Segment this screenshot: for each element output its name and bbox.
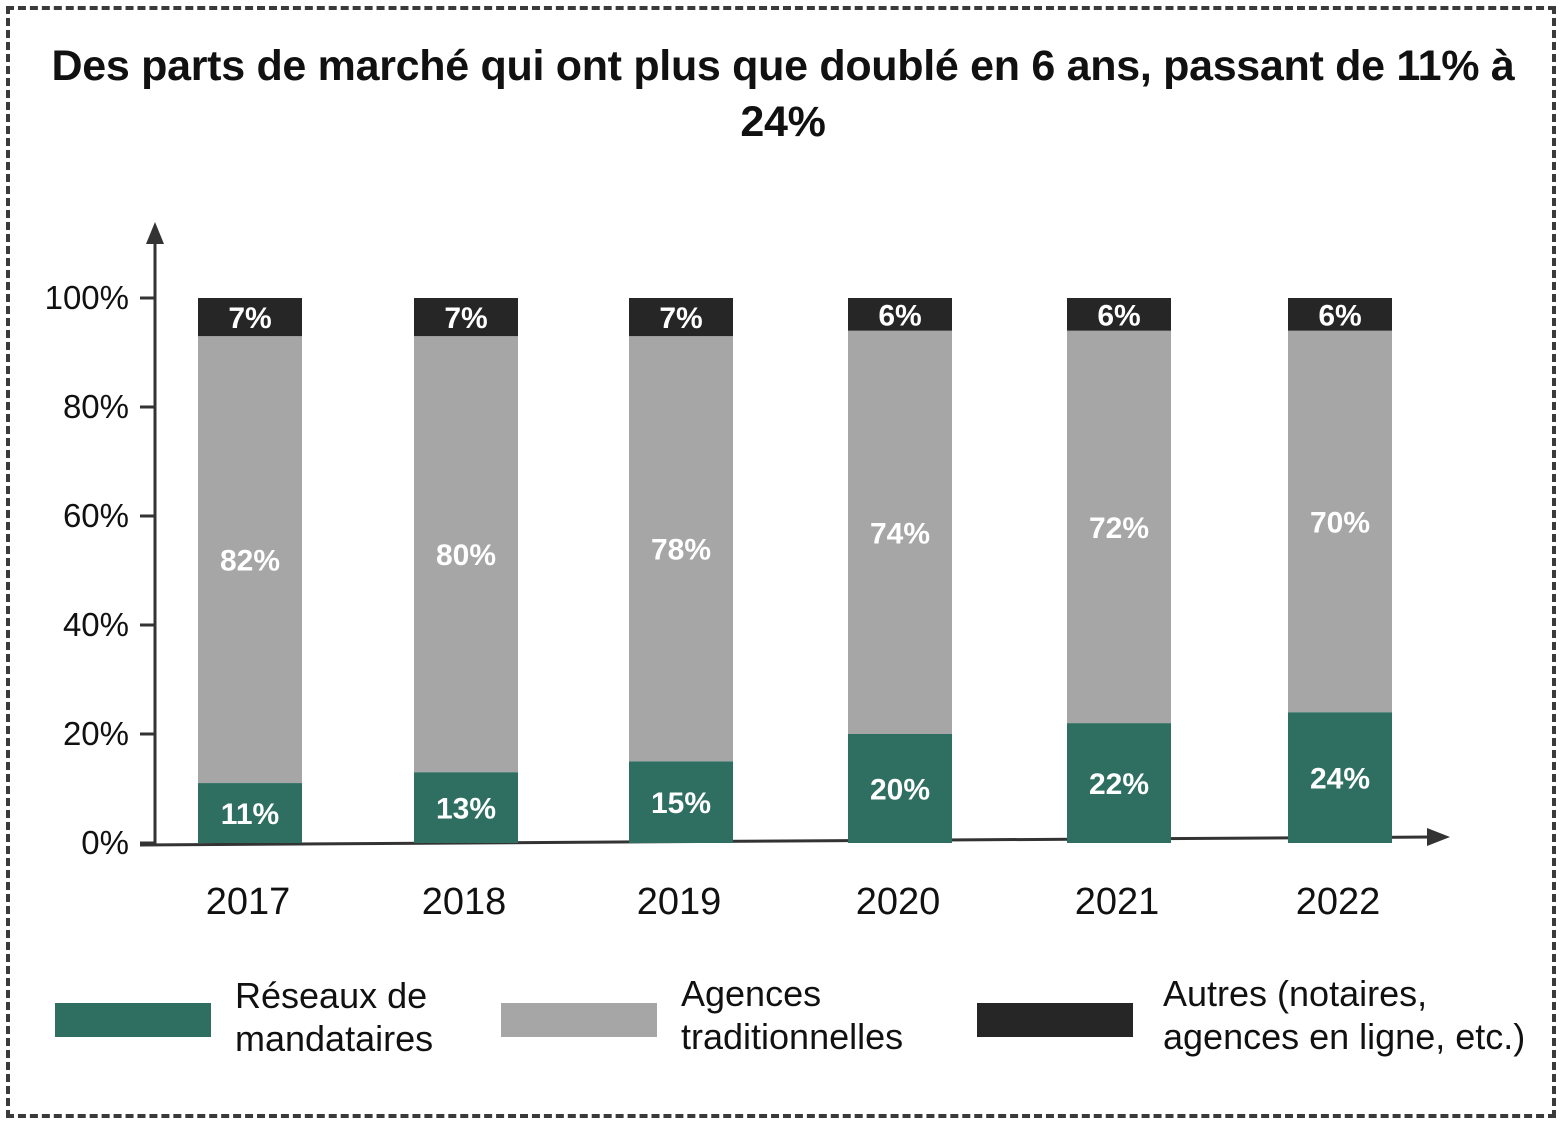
- x-tick-label: 2020: [856, 881, 941, 923]
- data-label: 7%: [444, 302, 487, 335]
- chart-frame: [6, 6, 1556, 1118]
- bars: [198, 298, 1392, 843]
- data-label: 13%: [436, 793, 496, 826]
- data-label: 20%: [870, 774, 930, 807]
- bar-segment: [629, 761, 733, 843]
- axes: 0% 20% 40% 60% 80% 100%: [45, 222, 1450, 861]
- data-label: 80%: [436, 539, 496, 572]
- data-label: 6%: [878, 299, 921, 332]
- x-axis-arrow: [1427, 828, 1450, 846]
- bar-segment: [414, 298, 518, 337]
- x-tick-label: 2017: [206, 881, 291, 923]
- x-axis-line: [139, 835, 1431, 847]
- y-axis-arrow: [146, 222, 164, 244]
- y-tick-label: 20%: [63, 715, 129, 752]
- bar-segment: [1067, 298, 1171, 331]
- bar-segment: [414, 336, 518, 773]
- y-tick-label: 100%: [45, 279, 129, 316]
- bar-segment: [1288, 330, 1392, 713]
- data-label: 70%: [1310, 506, 1370, 539]
- y-tick-label: 60%: [63, 497, 129, 534]
- y-tick-label: 80%: [63, 388, 129, 425]
- data-label: 22%: [1089, 768, 1149, 801]
- bar-segment: [198, 298, 302, 337]
- data-label: 6%: [1097, 299, 1140, 332]
- data-label: 78%: [651, 534, 711, 567]
- bar-segment: [198, 783, 302, 843]
- bar-segment: [848, 734, 952, 843]
- bar-segment: [848, 330, 952, 734]
- x-tick-label: 2022: [1296, 881, 1381, 923]
- data-label: 6%: [1318, 299, 1361, 332]
- chart-title: Des parts de marché qui ont plus que dou…: [51, 42, 1515, 146]
- bar-segment: [1288, 712, 1392, 843]
- y-tick-label: 40%: [63, 606, 129, 643]
- data-label: 7%: [228, 302, 271, 335]
- bar-segment: [848, 298, 952, 331]
- x-tick-label: 2021: [1075, 881, 1160, 923]
- bar-segment: [629, 298, 733, 337]
- labels: 11% 82% 7% 2017 13% 80% 7% 2018 15% 78% 7% 2019 20% 7…: [206, 299, 1381, 923]
- x-tick-label: 2019: [637, 881, 722, 923]
- y-tick-label: 0%: [81, 824, 129, 861]
- x-tick-label: 2018: [422, 881, 507, 923]
- bar-segment: [629, 336, 733, 762]
- data-label: 72%: [1089, 512, 1149, 545]
- bar-segment: [1288, 298, 1392, 331]
- data-label: 7%: [659, 302, 702, 335]
- data-label: 15%: [651, 787, 711, 820]
- data-label: 82%: [220, 545, 280, 578]
- bar-segment: [414, 772, 518, 843]
- data-label: 11%: [221, 798, 279, 831]
- bar-segment: [198, 336, 302, 784]
- legend-label-autres: Autres (notaires, agences en ligne, etc.): [1163, 973, 1526, 1057]
- legend-swatch-reseaux: [55, 1003, 211, 1037]
- data-label: 74%: [870, 517, 930, 550]
- legend-label-agences: Agences traditionnelles: [681, 973, 904, 1057]
- data-label: 24%: [1310, 763, 1370, 796]
- bar-segment: [1067, 330, 1171, 724]
- legend-swatch-autres: [977, 1003, 1133, 1037]
- legend-swatch-agences: [501, 1003, 657, 1037]
- bar-segment: [1067, 723, 1171, 843]
- legend-label-reseaux: Réseaux de mandataires: [235, 975, 434, 1059]
